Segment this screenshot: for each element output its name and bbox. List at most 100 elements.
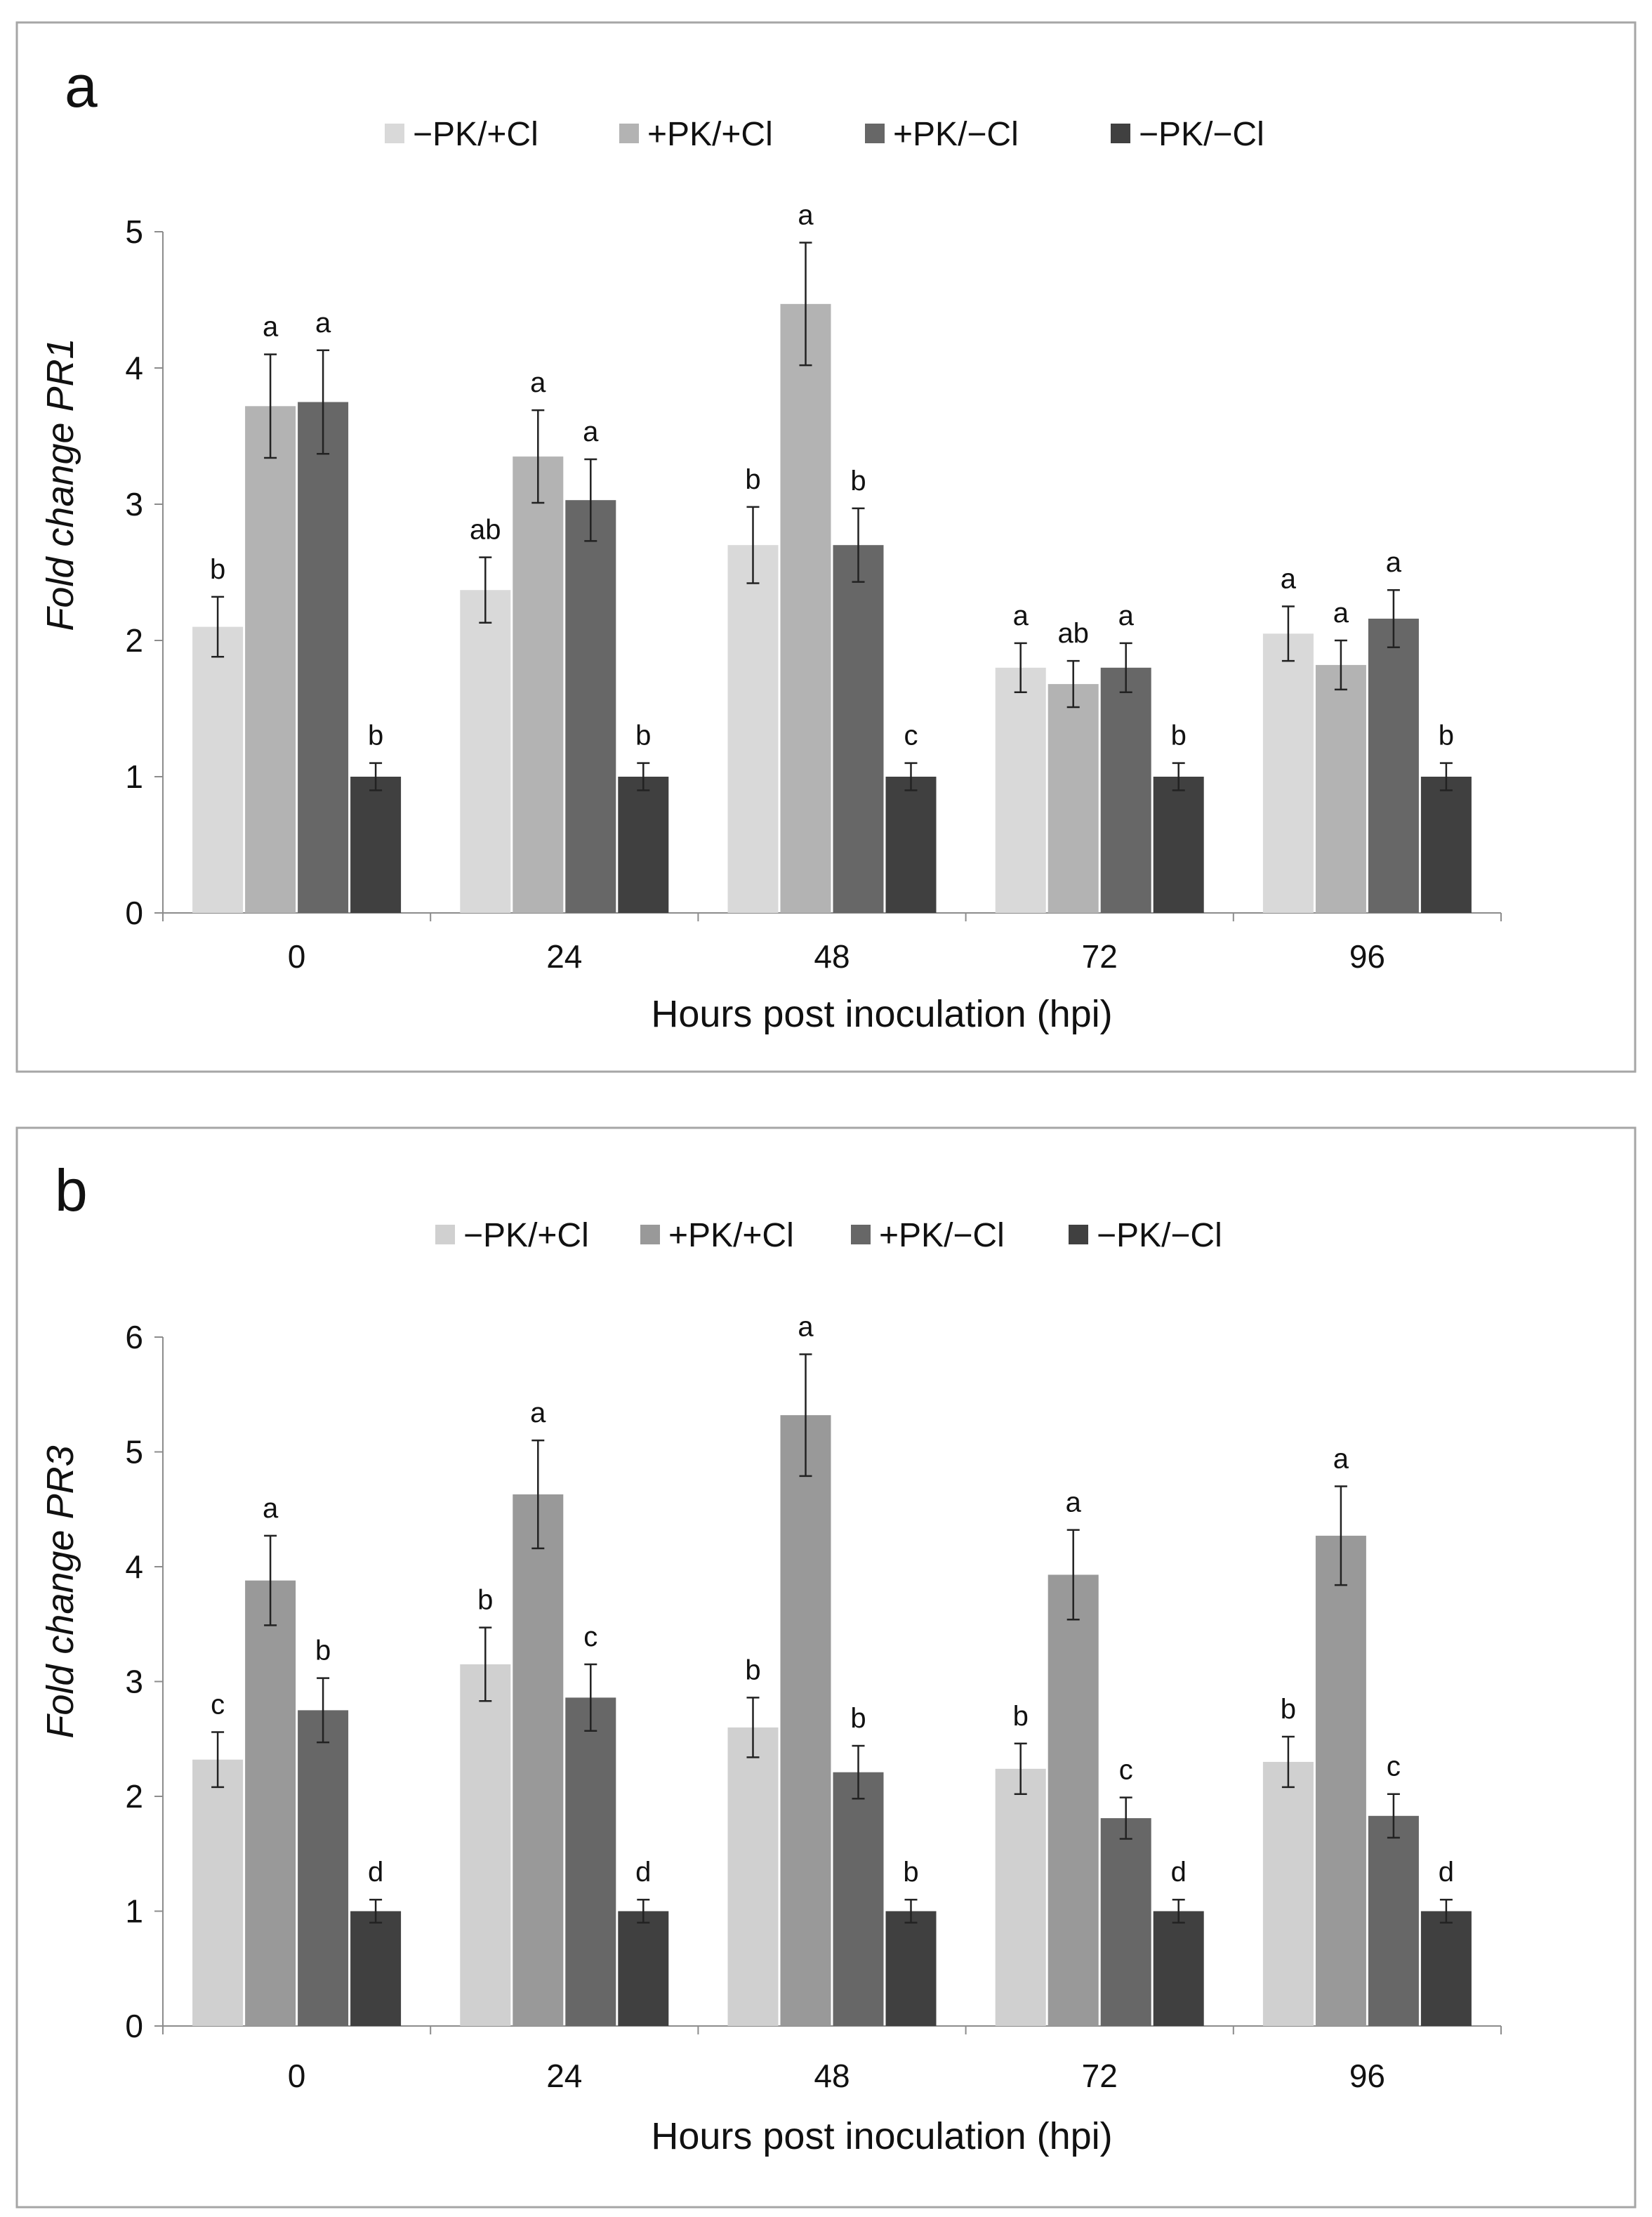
panel-b-legend-label: −PK/+Cl <box>463 1217 589 1254</box>
panel-a-letter: a <box>65 53 98 119</box>
panel-a-y-tick-label: 0 <box>125 895 143 931</box>
panel-b-legend-label: −PK/−Cl <box>1097 1217 1222 1254</box>
panel-a-y-tick-label: 1 <box>125 758 143 795</box>
panel-a-bar <box>995 667 1046 913</box>
panel-a-legend-swatch <box>865 124 885 143</box>
panel-a-y-tick-label: 4 <box>125 350 143 386</box>
panel-a-significance-letter: ab <box>470 515 501 546</box>
panel-b-bar <box>192 1759 244 2026</box>
panel-a-bar <box>1048 684 1099 913</box>
panel-a-significance-letter: a <box>530 367 546 398</box>
panel-a-bar <box>780 303 831 913</box>
panel-b-legend: −PK/+Cl +PK/+Cl +PK/−Cl −PK/−Cl <box>435 1217 1222 1254</box>
panel-b-bar <box>350 1911 402 2026</box>
panel-b-significance-letter: d <box>1439 1857 1454 1888</box>
panel-a-bar <box>1153 777 1204 913</box>
panel-a-significance-letter: c <box>904 721 918 751</box>
panel-b-legend-label: +PK/+Cl <box>668 1217 794 1254</box>
panel-b-y-tick-label: 2 <box>125 1778 143 1815</box>
panel-b-significance-letter: a <box>263 1493 279 1524</box>
panel-b-plot-area: 0 1 2 3 4 5 6 0 c a b d 24 b a c d 48 b a b b 72 b a c d 96 b a c d <box>125 1312 1502 2094</box>
panel-a-significance-letter: b <box>850 466 866 496</box>
panel-a-bar <box>885 777 937 913</box>
panel-b-significance-letter: a <box>1066 1487 1082 1518</box>
panel-b-significance-letter: b <box>315 1636 331 1666</box>
panel-a-y-axis-title: Fold change PR1 <box>39 338 81 631</box>
panel-a-bar <box>1315 664 1366 913</box>
panel-a-bar <box>727 545 779 913</box>
panel-a-frame <box>15 21 1637 1073</box>
panel-b-legend-swatch <box>435 1225 455 1244</box>
panel-a-significance-letter: a <box>1118 600 1135 631</box>
panel-b-x-axis-title: Hours post inoculation (hpi) <box>651 2115 1112 2157</box>
panel-a-bar <box>245 406 296 913</box>
panel-b-y-tick-label: 0 <box>125 2008 143 2044</box>
panel-b-significance-letter: b <box>477 1585 493 1616</box>
panel-a-significance-letter: a <box>1386 547 1402 578</box>
panel-b-significance-letter: c <box>1119 1755 1133 1786</box>
panel-a-bar <box>833 545 884 913</box>
panel-a-bar <box>1420 777 1472 913</box>
panel-a-legend-label: +PK/−Cl <box>893 116 1019 153</box>
panel-a-bar <box>1368 618 1419 913</box>
panel-a-legend-swatch <box>619 124 639 143</box>
panel-a-significance-letter: a <box>1281 564 1297 595</box>
panel-b-bar <box>1048 1574 1099 2026</box>
panel-b-bar <box>1420 1911 1472 2026</box>
panel-a-legend-label: +PK/+Cl <box>647 116 773 153</box>
panel-b-y-tick-label: 3 <box>125 1664 143 1700</box>
panel-a-y-tick-label: 3 <box>125 486 143 522</box>
panel-a-significance-letter: b <box>210 554 225 585</box>
panel-b-letter: b <box>55 1157 88 1223</box>
panel-a-bar <box>460 590 511 913</box>
panel-a-legend-swatch <box>1111 124 1130 143</box>
panel-b-significance-letter: a <box>798 1312 814 1343</box>
panel-a-significance-letter: a <box>798 200 814 231</box>
panel-b-bar <box>245 1580 296 2026</box>
panel-b-bar <box>727 1727 779 2026</box>
panel-b-bar <box>1315 1535 1366 2026</box>
panel-a-significance-letter: a <box>1013 600 1029 631</box>
panel-b-bar <box>1262 1761 1314 2026</box>
panel-b-significance-letter: b <box>1013 1701 1029 1732</box>
panel-a-x-axis-title: Hours post inoculation (hpi) <box>651 993 1112 1035</box>
panel-a-y-tick-label: 2 <box>125 622 143 659</box>
panel-b-bar <box>833 1772 884 2026</box>
panel-a-significance-letter: b <box>368 721 383 751</box>
panel-a-significance-letter: a <box>583 416 599 447</box>
panel-b-significance-letter: d <box>635 1857 651 1888</box>
panel-b-legend-swatch <box>1069 1225 1088 1244</box>
panel-b-y-tick-label: 6 <box>125 1319 143 1355</box>
panel-a-y-tick-label: 5 <box>125 213 143 250</box>
panel-b-bar <box>513 1494 564 2026</box>
panel-b-significance-letter: c <box>583 1621 597 1652</box>
panel-b-y-tick-label: 4 <box>125 1548 143 1585</box>
panel-b-y-tick-label: 5 <box>125 1434 143 1471</box>
panel-b-significance-letter: a <box>530 1397 546 1428</box>
panel-a-bar <box>513 456 564 913</box>
panel-a-bar <box>1262 633 1314 913</box>
panel-b-x-tick-label: 72 <box>1082 2058 1118 2094</box>
panel-b-bar <box>298 1710 349 2026</box>
panel-a-significance-letter: b <box>1439 721 1454 751</box>
panel-b-significance-letter: c <box>1387 1751 1401 1782</box>
panel-b-bar <box>780 1415 831 2026</box>
panel-b-y-axis-title: Fold change PR3 <box>39 1445 81 1738</box>
panel-a-significance-letter: b <box>635 721 651 751</box>
panel-a: a −PK/+Cl +PK/+Cl +PK/−Cl −PK/−Cl 0 1 2 3 4 5 0 b a… <box>15 21 1637 1073</box>
panel-a-significance-letter: b <box>1171 721 1187 751</box>
panel-a-significance-letter: a <box>315 308 331 338</box>
panel-a-x-tick-label: 48 <box>814 938 850 975</box>
panel-a-bar <box>565 500 616 913</box>
panel-b-significance-letter: b <box>850 1703 866 1734</box>
panel-b-frame <box>15 1126 1637 2209</box>
panel-a-legend-label: −PK/+Cl <box>413 116 538 153</box>
panel-b-legend-swatch <box>851 1225 871 1244</box>
panel-b-significance-letter: a <box>1333 1444 1349 1475</box>
panel-b-x-tick-label: 0 <box>288 2058 306 2094</box>
panel-b-bar <box>618 1911 669 2026</box>
panel-a-significance-letter: b <box>745 464 760 495</box>
panel-a-bar <box>192 626 244 913</box>
panel-b-significance-letter: d <box>1171 1857 1187 1888</box>
panel-a-x-tick-label: 24 <box>546 938 582 975</box>
